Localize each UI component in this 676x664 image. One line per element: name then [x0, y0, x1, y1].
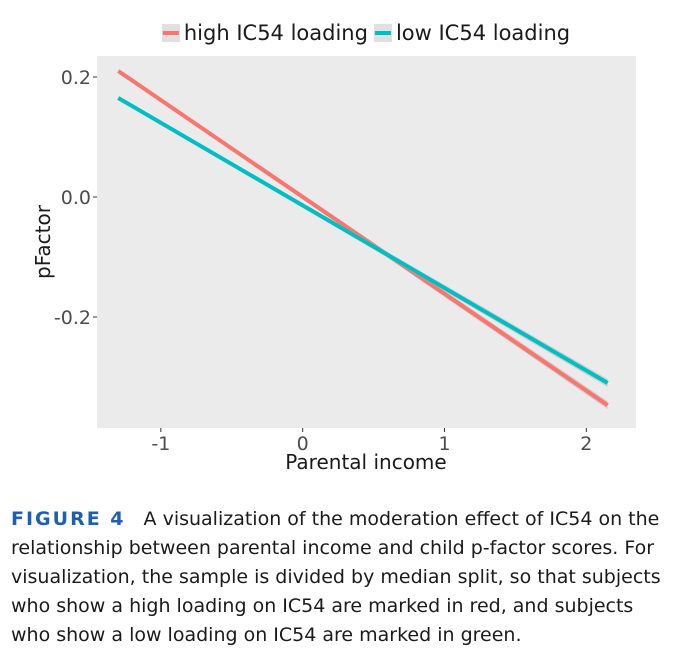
x-tick-label: 1	[438, 433, 450, 455]
legend: high IC54 loading low IC54 loading	[161, 21, 570, 45]
series-line	[117, 96, 609, 385]
x-axis: -1 0 1 2	[151, 428, 592, 455]
x-axis-title: Parental income	[285, 450, 446, 474]
y-tick-label: 0.2	[61, 67, 91, 89]
y-tick-label: -0.2	[54, 307, 91, 329]
series-layer	[117, 69, 609, 410]
y-axis-title: pFactor	[31, 204, 55, 279]
legend-label: low IC54 loading	[396, 21, 570, 45]
figure-label: FIGURE 4	[11, 508, 126, 530]
x-tick-label: 0	[297, 433, 309, 455]
legend-label: high IC54 loading	[184, 21, 368, 45]
x-tick-label: 2	[580, 433, 592, 455]
x-tick-label: -1	[151, 433, 170, 455]
y-tick-label: 0.0	[61, 187, 91, 209]
chart: high IC54 loading low IC54 loading 0.2 0.0…	[31, 21, 636, 474]
caption-text: A visualization of the moderation effect…	[11, 508, 661, 646]
y-axis: 0.2 0.0 -0.2	[54, 67, 97, 329]
